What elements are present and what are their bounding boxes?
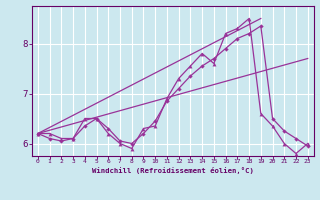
X-axis label: Windchill (Refroidissement éolien,°C): Windchill (Refroidissement éolien,°C)	[92, 167, 254, 174]
